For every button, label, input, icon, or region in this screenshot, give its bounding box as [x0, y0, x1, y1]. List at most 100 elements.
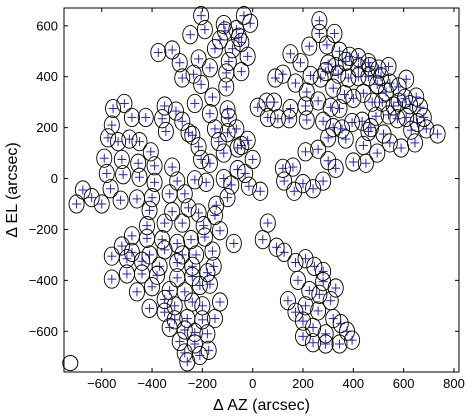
detector-beam	[310, 301, 327, 321]
beam-outline	[315, 171, 332, 191]
detector-beam	[100, 128, 117, 148]
beam-outline	[350, 48, 367, 68]
beam-outline	[228, 20, 245, 40]
beam-outline	[179, 352, 196, 372]
detector-beam	[326, 23, 343, 44]
detector-beam	[242, 13, 259, 33]
beam-outline	[310, 139, 327, 159]
beam-outline	[281, 109, 298, 129]
detector-beam	[429, 124, 446, 144]
beam-outline	[244, 149, 261, 170]
detector-beam	[259, 213, 276, 233]
x-tick-label: −600	[87, 376, 116, 391]
detector-beam	[123, 226, 140, 246]
beam-outline	[103, 269, 120, 289]
beam-outline	[141, 200, 158, 220]
beam-outline	[331, 98, 348, 119]
detector-beam	[267, 68, 284, 88]
detector-beam	[252, 181, 269, 201]
beam-outline	[412, 97, 429, 117]
detector-beam	[186, 93, 203, 114]
beam-outline	[286, 181, 303, 201]
plot-frame	[63, 7, 460, 373]
detector-beam	[154, 230, 171, 250]
beam-outline	[320, 151, 337, 171]
detector-beam	[156, 96, 173, 116]
detector-beam	[369, 74, 386, 94]
beam-outline	[239, 130, 256, 150]
beam-outline	[332, 314, 349, 334]
detector-beam	[199, 324, 216, 344]
chart-marks	[62, 6, 446, 372]
detector-beam	[161, 184, 178, 204]
beam-outline	[206, 308, 223, 329]
beam-outline	[284, 157, 301, 177]
detector-beam	[83, 188, 100, 208]
beam-outline	[196, 227, 213, 247]
detector-beam	[295, 326, 312, 346]
beam-outline	[169, 252, 186, 273]
detector-beam	[320, 151, 337, 171]
detector-beam	[396, 88, 413, 108]
beam-outline	[196, 20, 213, 40]
beam-outline	[190, 137, 207, 157]
beam-outline	[398, 107, 415, 128]
beam-outline	[312, 68, 329, 88]
beam-outline	[156, 213, 173, 233]
beam-outline	[360, 53, 377, 73]
detector-beam	[315, 111, 332, 131]
detector-beam	[240, 176, 257, 196]
detector-beam	[301, 36, 318, 56]
detector-beam	[174, 245, 191, 265]
beam-outline	[142, 142, 159, 162]
detector-beam	[185, 64, 202, 84]
beam-outline	[429, 124, 446, 144]
detector-beam	[380, 56, 397, 77]
beam-outline	[233, 135, 250, 156]
detector-beam	[279, 291, 296, 311]
detector-beam	[116, 93, 133, 114]
beam-outline	[141, 298, 158, 318]
beam-outline	[150, 42, 167, 63]
detector-beam	[360, 53, 377, 73]
beam-outline	[357, 153, 374, 173]
detector-beam	[378, 82, 395, 102]
beam-outline	[302, 65, 319, 86]
detector-beam	[141, 200, 158, 220]
beam-outline	[184, 125, 201, 145]
detector-beam	[289, 270, 306, 290]
beam-outline	[320, 54, 337, 74]
beam-outline	[396, 88, 413, 108]
detector-beam	[180, 123, 197, 143]
y-tick-label: 0	[51, 171, 58, 186]
detector-beam	[150, 42, 167, 63]
detector-beam	[201, 274, 218, 294]
beam-outline	[154, 109, 171, 129]
beam-outline	[297, 142, 314, 162]
detector-beam	[332, 314, 349, 334]
detector-beam	[331, 334, 348, 354]
beam-outline	[137, 107, 154, 128]
beam-outline	[408, 87, 425, 107]
detector-beam	[239, 46, 256, 66]
detector-beam	[361, 56, 378, 77]
detector-beam	[131, 167, 148, 187]
beam-outline	[370, 59, 387, 79]
detector-beam	[406, 133, 423, 153]
y-tick-label: −600	[29, 324, 58, 339]
detector-beam	[201, 153, 218, 173]
detector-beam	[295, 174, 312, 194]
beam-outline	[167, 101, 184, 121]
beam-outline	[199, 263, 216, 283]
beam-outline	[201, 58, 218, 78]
beam-outline	[289, 270, 306, 290]
x-tick-label: 0	[249, 376, 256, 391]
detector-beam	[218, 63, 235, 83]
detector-beam	[201, 58, 218, 78]
detector-beam	[193, 74, 210, 94]
detector-beam	[204, 241, 221, 261]
beam-outline	[123, 107, 140, 128]
detector-beam	[317, 62, 334, 82]
detector-beam	[341, 46, 358, 66]
